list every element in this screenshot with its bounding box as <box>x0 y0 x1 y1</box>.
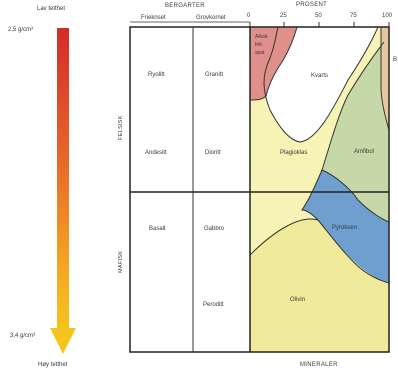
chart-frame <box>129 26 390 353</box>
amfibol-label: Amfibol <box>354 149 375 155</box>
rock-peroditt: Peroditt <box>203 302 224 308</box>
tick-0: 0 <box>247 13 251 19</box>
plagioklas-label: Plagioklas <box>280 150 308 156</box>
amfibol-region <box>322 42 389 222</box>
rock-andesitt: Andesitt <box>145 150 167 156</box>
rock-ryolitt: Ryolitt <box>148 72 165 78</box>
kvarts-label: Kvarts <box>311 73 329 79</box>
rock-basalt: Basalt <box>149 226 166 232</box>
minerals-footer: MINERALER <box>300 362 338 368</box>
percent-header: PROSENT <box>296 2 328 8</box>
density-arrow-head <box>50 328 76 354</box>
density-top-label: Lav tetthet <box>37 6 66 12</box>
olivin-region <box>250 219 389 352</box>
rock-gabbro: Gabbro <box>204 226 225 232</box>
alkali-label-line3: spat <box>255 50 265 56</box>
rock-granitt: Granitt <box>205 72 224 78</box>
column-header-fine: Frieknset <box>141 15 166 21</box>
alkali-label-line2: felt- <box>255 42 264 48</box>
pyroksen-region <box>302 170 389 283</box>
rock-table-header: BERGARTER <box>165 3 205 9</box>
tick-25: 25 <box>280 13 287 19</box>
tick-100: 100 <box>382 13 393 19</box>
density-top-value: 2,5 g/cm³ <box>8 27 34 33</box>
alkali-feltspat-region <box>250 27 297 100</box>
column-header-coarse: Grovkornet <box>196 15 226 21</box>
pyroksen-label: Pyroksen <box>332 225 358 231</box>
density-bottom-label: Høy tetthet <box>38 362 68 368</box>
tick-50: 50 <box>315 13 322 19</box>
rock-dioritt: Dioritt <box>205 150 221 156</box>
density-gradient-bar <box>57 28 69 332</box>
olivin-label: Olivin <box>290 297 306 303</box>
alkali-label-line1: Alkali- <box>255 34 269 40</box>
tick-75: 75 <box>350 13 357 19</box>
kvarts-region <box>264 27 378 142</box>
density-bottom-value: 3,4 g/cm³ <box>10 333 36 339</box>
biotitt-tick-label: B <box>393 57 398 63</box>
